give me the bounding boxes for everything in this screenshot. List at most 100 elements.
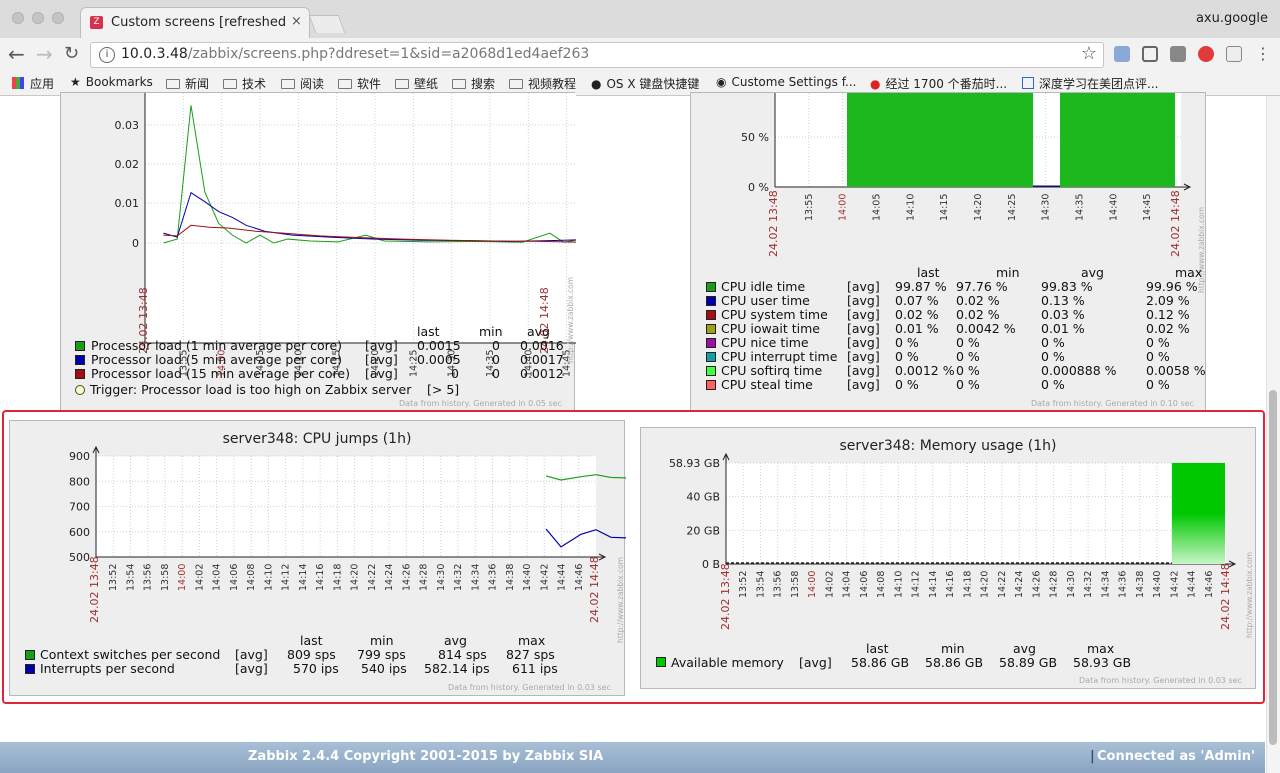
profile-name[interactable]: axu.google: [1195, 11, 1268, 26]
legend-header-last: last: [917, 265, 940, 280]
legend-name: Processor load (15 min average per core): [91, 366, 351, 381]
x-tick-label: 14:20: [370, 350, 381, 377]
y-tick-label: 900: [69, 450, 90, 463]
bookmark-folder-tech[interactable]: 技术: [223, 75, 266, 92]
extension-screen-icon[interactable]: [1142, 46, 1158, 62]
idle-area-block: [847, 93, 1033, 187]
bookmark-pomodoro[interactable]: ● 经过 1700 个番茄时...: [870, 77, 1008, 91]
graph-cpu-utilization: 50 % 0 % 13:55 14:00 14:05 14:10 14:15 14:20 14…: [690, 92, 1206, 412]
legend-swatch: [706, 352, 716, 362]
legend-header-min: min: [479, 324, 503, 339]
chart-series-lines: [163, 105, 576, 244]
forward-arrow-icon[interactable]: →: [36, 42, 53, 66]
chart-series-lines: [545, 474, 626, 548]
bookmark-bookmarks[interactable]: ★ Bookmarks: [70, 75, 153, 89]
y-axis-ticks: 50 % 0 %: [741, 131, 769, 194]
url-text[interactable]: 10.0.3.48/zabbix/screens.php?ddreset=1&s…: [121, 46, 589, 62]
y-axis-ticks: 58.93 GB 40 GB 20 GB 0 B: [669, 457, 720, 571]
close-tab-icon[interactable]: ×: [291, 14, 302, 29]
bookmark-folder-search[interactable]: 搜索: [452, 75, 495, 92]
x-tick-label: 14:08: [876, 571, 887, 598]
zoom-window-icon[interactable]: [52, 12, 64, 24]
x-tick-label: 14:05: [872, 194, 883, 221]
idle-area-block: [1060, 93, 1175, 187]
extension-translate-icon[interactable]: [1170, 46, 1186, 62]
graph-title: server348: Memory usage (1h): [839, 438, 1057, 454]
x-tick-label: 14:26: [1031, 571, 1042, 598]
plot-background: [145, 93, 576, 343]
close-window-icon[interactable]: [12, 12, 24, 24]
menu-kebab-icon[interactable]: ⋮: [1255, 44, 1271, 63]
x-tick-label: 14:24: [1014, 571, 1025, 598]
legend-last: 0.0005: [417, 352, 461, 367]
bookmark-deep-learning[interactable]: 深度学习在美团点评...: [1022, 75, 1158, 92]
x-tick-label: 14:24: [384, 564, 395, 591]
legend-swatch: [706, 310, 716, 320]
extension-bookmark-icon[interactable]: [1114, 46, 1130, 62]
graph-footnote: Data from history. Generated in 0.05 sec: [399, 399, 562, 408]
reload-icon[interactable]: ↻: [64, 43, 80, 64]
bookmark-apps[interactable]: 应用: [12, 75, 54, 92]
legend-min: 58.86 GB: [925, 655, 984, 670]
y-tick-label: 600: [69, 526, 90, 539]
extension-check-icon[interactable]: [1198, 46, 1214, 62]
bookmark-star-icon[interactable]: ☆: [1080, 43, 1097, 64]
legend-min: 0 %: [956, 349, 980, 364]
bookmark-folder-video[interactable]: 视频教程: [509, 75, 576, 92]
x-tick-label: 14:38: [1135, 571, 1146, 598]
legend-header-last: last: [300, 633, 323, 648]
y-tick-label: 40 GB: [686, 491, 720, 504]
x-tick-label: 13:58: [160, 564, 171, 591]
legend-header-max: max: [1087, 641, 1115, 656]
folder-icon: [338, 79, 352, 89]
x-tick-label: 14:25: [408, 350, 419, 377]
legend-name: Processor load (1 min average per core): [91, 338, 343, 353]
bookmark-folder-news[interactable]: 新闻: [166, 75, 209, 92]
info-icon[interactable]: i: [99, 47, 115, 63]
x-tick-label: 14:10: [893, 571, 904, 598]
graph-footnote: Data from history. Generated in 0.03 sec: [448, 683, 611, 692]
scrollbar-thumb[interactable]: [1269, 390, 1277, 745]
legend-name: CPU nice time: [721, 335, 809, 350]
legend-name: CPU interrupt time: [721, 349, 838, 364]
x-tick-label: 14:35: [1075, 194, 1086, 221]
legend-func: [avg]: [235, 647, 268, 662]
plot-background: [726, 463, 1226, 564]
x-tick-label: 13:52: [108, 564, 119, 591]
chart-grid: [722, 452, 1237, 568]
bookmark-folder-reading[interactable]: 阅读: [281, 75, 324, 92]
cpu-jumps-chart: 900 800 700 600 500 13:52 13:54 13:56 13:58 14:0…: [69, 445, 626, 591]
grid-blue-icon: [1022, 77, 1034, 89]
legend-name: CPU iowait time: [721, 321, 820, 336]
new-tab-button[interactable]: [308, 15, 346, 33]
back-arrow-icon[interactable]: ←: [8, 42, 25, 66]
bookmark-osx-shortcuts[interactable]: ● OS X 键盘快捷键: [591, 77, 700, 91]
legend-func: [avg]: [799, 655, 832, 670]
url-host: 10.0.3.48: [121, 46, 188, 62]
bookmark-folder-software[interactable]: 软件: [338, 75, 381, 92]
y-tick-label: 800: [69, 475, 90, 488]
legend-max: 58.93 GB: [1073, 655, 1132, 670]
bookmark-folder-wallpaper[interactable]: 壁纸: [395, 75, 438, 92]
x-axis-ticks: 13:52 13:54 13:56 13:58 14:00 14:02 14:04 14:06…: [738, 571, 1215, 598]
legend-avg: 0.000888 %: [1041, 363, 1117, 378]
legend-min: 0: [492, 338, 500, 353]
x-tick-label: 14:25: [1007, 194, 1018, 221]
browser-tab[interactable]: Z Custom screens [refreshed every ×: [80, 7, 310, 38]
address-bar[interactable]: i 10.0.3.48/zabbix/screens.php?ddreset=1…: [90, 42, 1104, 68]
minimize-window-icon[interactable]: [32, 12, 44, 24]
legend-header-min: min: [996, 265, 1020, 280]
legend-max: 0.02 %: [1146, 321, 1190, 336]
x-axis-end-date: 24.02 14:48: [1169, 190, 1182, 257]
legend-header-avg: avg: [1081, 265, 1104, 280]
x-tick-label: 14:45: [562, 350, 573, 377]
bookmark-custome-settings[interactable]: ◉ Custome Settings f...: [716, 75, 857, 89]
x-tick-label: 14:44: [1187, 571, 1198, 598]
extension-e-icon[interactable]: [1226, 46, 1242, 62]
graph-processor-load: 0.03 0.02 0.01 0 13:55 14:00 14:05 14:10 14:15 1…: [60, 92, 576, 412]
x-tick-label: 14:16: [945, 571, 956, 598]
zabbix-watermark: http://www.zabbix.com: [1197, 206, 1206, 293]
zabbix-screen-page: 0.03 0.02 0.01 0 13:55 14:00 14:05 14:10 14:15 1…: [0, 92, 1280, 773]
x-tick-label: 14:04: [212, 564, 223, 591]
x-tick-label: 14:32: [1083, 571, 1094, 598]
